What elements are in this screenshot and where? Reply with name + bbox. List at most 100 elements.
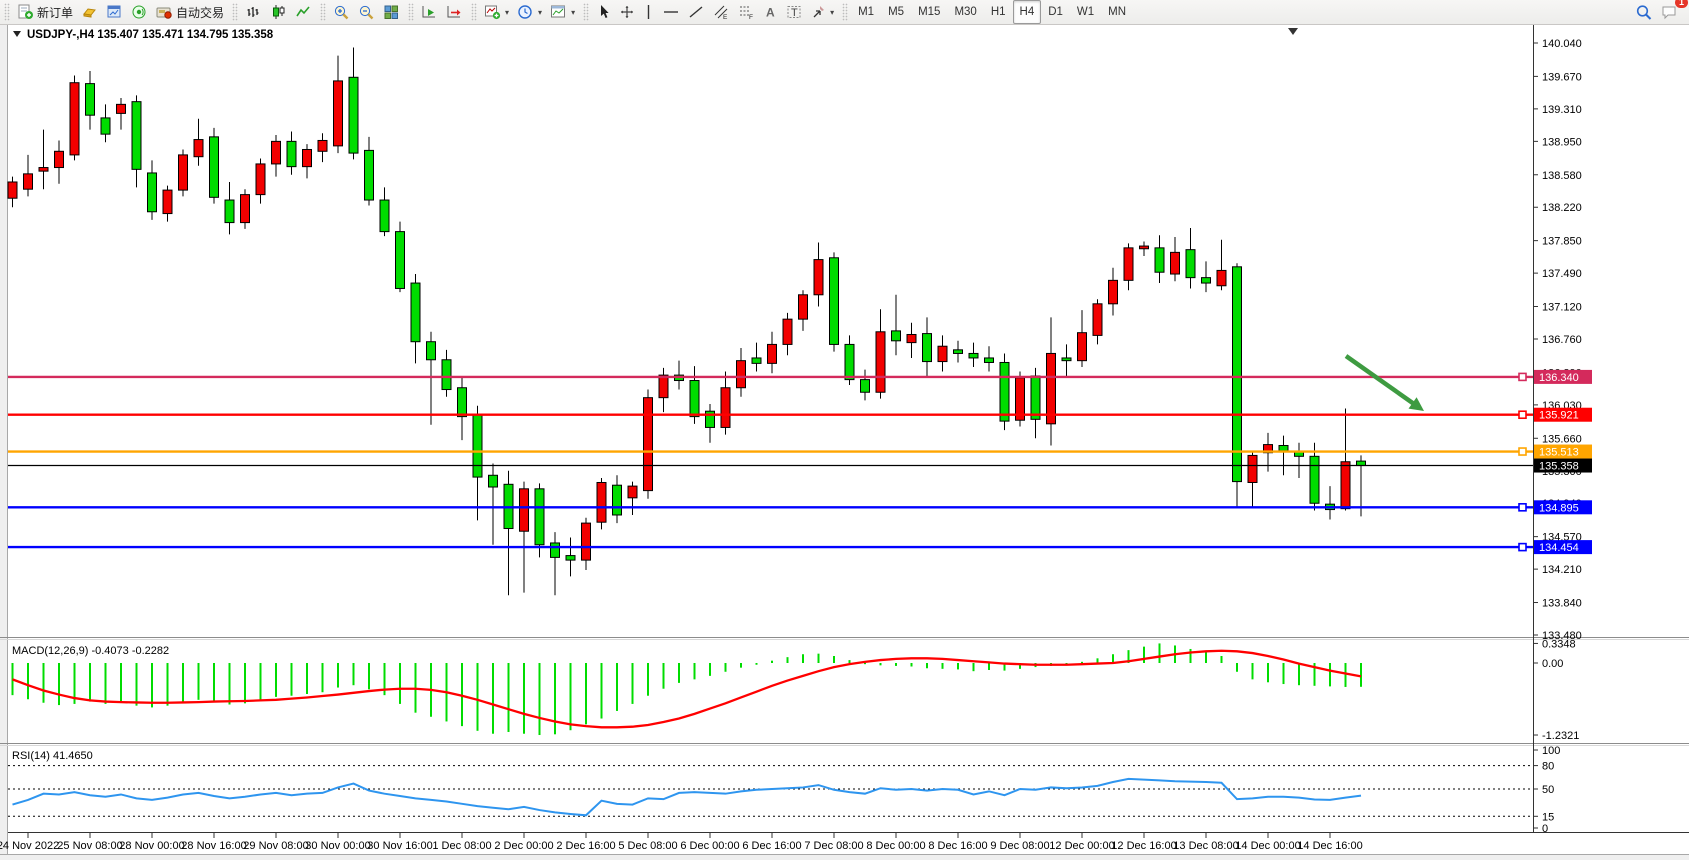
channel-tool-button[interactable]: E [709, 0, 734, 24]
candle-body[interactable] [240, 194, 250, 224]
candle-body[interactable] [209, 136, 219, 198]
candle-body[interactable] [550, 542, 560, 558]
template-chart-button[interactable]: ▾ [546, 0, 579, 24]
toolbar-grip[interactable] [320, 3, 327, 21]
candle-body[interactable] [457, 387, 467, 418]
horizontal-line-tool-button[interactable] [659, 0, 684, 24]
search-button[interactable] [1631, 0, 1657, 24]
notifications-button[interactable]: 1 [1657, 0, 1688, 24]
candle-body[interactable] [85, 83, 95, 116]
timeframe-button-h4[interactable]: H4 [1012, 0, 1042, 24]
candle-body[interactable] [1232, 266, 1242, 483]
candle-body[interactable] [379, 199, 390, 233]
candle-body[interactable] [658, 374, 669, 399]
line-chart-type-button[interactable] [291, 0, 316, 24]
candle-body[interactable] [999, 361, 1010, 422]
candle-body[interactable] [1170, 251, 1180, 275]
candle-body[interactable] [271, 140, 281, 165]
candle-body[interactable] [364, 149, 374, 201]
arrow-annotation[interactable] [1344, 354, 1418, 408]
candle-body[interactable] [782, 318, 793, 345]
vertical-line-tool-button[interactable] [638, 0, 659, 24]
candle-body[interactable] [178, 154, 188, 191]
candle-body[interactable] [767, 343, 777, 364]
chart-background[interactable] [0, 22, 1689, 855]
auto-scroll-button[interactable] [417, 0, 442, 24]
candle-body[interactable] [472, 414, 483, 478]
candle-body[interactable] [69, 82, 80, 156]
text-label-tool-button[interactable]: T [782, 0, 807, 24]
candle-body[interactable] [131, 101, 142, 170]
timeframe-button-m30[interactable]: M30 [954, 6, 977, 18]
candle-body[interactable] [1108, 279, 1118, 305]
candle-body[interactable] [395, 231, 405, 289]
candle-body[interactable] [813, 259, 824, 296]
new-order-button[interactable]: 新订单 [13, 0, 77, 24]
candle-body[interactable] [596, 481, 607, 523]
signal-button[interactable] [127, 0, 152, 24]
candle-body[interactable] [1030, 375, 1041, 420]
candle-body[interactable] [1278, 444, 1289, 452]
candle-body[interactable] [162, 189, 173, 215]
candle-body[interactable] [410, 282, 421, 343]
candle-body[interactable] [1139, 245, 1149, 250]
candle-body[interactable] [906, 333, 917, 344]
timeframe-button-mn[interactable]: MN [1108, 6, 1127, 18]
timeframe-button-w1[interactable]: W1 [1076, 6, 1095, 18]
candle-body[interactable] [1216, 269, 1227, 287]
line-handle[interactable] [1518, 542, 1527, 552]
toolbar-grip[interactable] [471, 3, 478, 21]
candle-body[interactable] [829, 257, 839, 345]
candle-body[interactable] [643, 397, 653, 492]
candle-body[interactable] [302, 148, 312, 168]
bar-chart-type-button[interactable] [241, 0, 266, 24]
candle-body[interactable] [1340, 461, 1351, 510]
line-handle[interactable] [1518, 410, 1527, 420]
candle-body[interactable] [891, 330, 901, 342]
candle-body[interactable] [255, 163, 266, 196]
line-handle[interactable] [1518, 372, 1527, 382]
candle-body[interactable] [581, 522, 591, 561]
candle-body[interactable] [38, 167, 49, 172]
toolbar-grip[interactable] [232, 3, 239, 21]
candle-body[interactable] [627, 485, 638, 499]
candle-body[interactable] [441, 359, 452, 391]
candle-body[interactable] [751, 357, 762, 364]
candle-body[interactable] [953, 349, 963, 354]
trendline-tool-button[interactable] [684, 0, 709, 24]
line-handle[interactable] [1518, 503, 1527, 512]
candle-body[interactable] [922, 333, 932, 363]
candle-body[interactable] [333, 80, 343, 147]
fibonacci-tool-button[interactable]: F [734, 0, 759, 24]
candle-body[interactable] [1092, 303, 1103, 336]
chart-shift-button[interactable] [442, 0, 467, 24]
arrows-tool-button[interactable]: ▾ [807, 0, 838, 24]
timeframe-button-h1[interactable]: H1 [990, 6, 1006, 18]
timeframe-button-m15[interactable]: M15 [918, 6, 941, 18]
text-tool-button[interactable]: A [759, 0, 782, 24]
cursor-tool-button[interactable] [592, 0, 615, 24]
zoom-in-button[interactable] [329, 0, 354, 24]
candle-body[interactable] [860, 379, 870, 393]
candle-body[interactable] [1201, 277, 1211, 284]
timeframe-button-d1[interactable]: D1 [1048, 6, 1063, 18]
timeframe-button-m1[interactable]: M1 [858, 6, 875, 18]
new-chart-button[interactable]: ▾ [480, 0, 513, 24]
candle-body[interactable] [116, 103, 126, 114]
arrow-annotation-head[interactable] [1408, 397, 1424, 411]
candle-body[interactable] [147, 172, 157, 213]
candle-body[interactable] [612, 484, 622, 516]
candle-body[interactable] [1077, 332, 1087, 362]
candle-body[interactable] [1061, 357, 1072, 362]
candle-body[interactable] [286, 140, 297, 168]
timeframe-button-m5[interactable]: M5 [888, 6, 905, 18]
candle-body[interactable] [875, 331, 886, 393]
candle-body[interactable] [844, 343, 855, 381]
chart-shift-marker-icon[interactable] [1288, 28, 1298, 35]
candle-body[interactable] [519, 488, 529, 532]
toolbar-grip[interactable] [4, 3, 10, 21]
candle-body[interactable] [984, 357, 994, 363]
candle-body[interactable] [317, 139, 328, 152]
candle-body[interactable] [720, 387, 731, 428]
